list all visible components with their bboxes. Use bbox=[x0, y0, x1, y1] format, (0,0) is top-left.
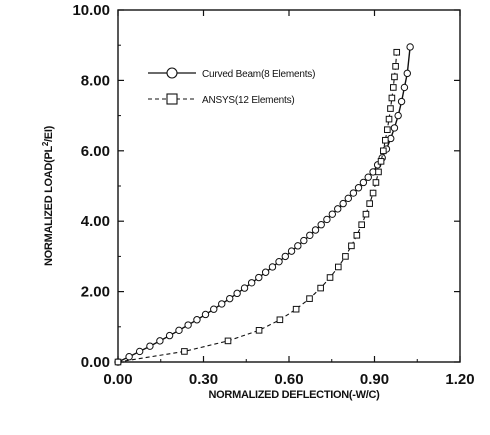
ansys-point bbox=[276, 316, 284, 324]
y-tick-label: 8.00 bbox=[81, 72, 110, 89]
curved-beam-point bbox=[403, 69, 411, 78]
y-axis-title-suffix: /EI) bbox=[43, 125, 55, 142]
curved-beam-point bbox=[354, 184, 363, 192]
curved-beam-point bbox=[156, 337, 164, 345]
curved-beam-point bbox=[281, 252, 289, 261]
ansys-point bbox=[353, 231, 361, 239]
legend-label: Curved Beam(8 Elements) bbox=[202, 69, 315, 80]
ansys-point bbox=[390, 84, 397, 91]
ansys-point bbox=[387, 105, 394, 112]
curved-beam-point bbox=[394, 111, 402, 120]
curved-beam-point bbox=[339, 199, 347, 208]
ansys-point bbox=[384, 126, 391, 133]
x-tick-label: 0.60 bbox=[274, 371, 303, 388]
ansys-point bbox=[372, 179, 380, 186]
series-1 bbox=[114, 48, 401, 366]
curved-beam-point bbox=[261, 268, 270, 276]
x-tick-label: 1.20 bbox=[445, 371, 474, 388]
y-axis-title-superscript: 2 bbox=[41, 141, 50, 146]
curved-beam-point bbox=[210, 305, 218, 313]
ansys-point bbox=[358, 221, 365, 229]
curved-beam-point bbox=[193, 316, 201, 324]
ansys-point bbox=[362, 210, 370, 218]
curved-beam-point bbox=[328, 210, 337, 218]
ansys-point bbox=[317, 284, 324, 292]
ansys-point bbox=[292, 305, 300, 313]
curved-beam-point bbox=[359, 178, 368, 187]
curved-beam-point bbox=[175, 326, 183, 335]
ansys-point bbox=[385, 115, 393, 123]
ansys-point bbox=[388, 94, 396, 102]
legend-marker-circle bbox=[166, 67, 178, 79]
ansys-point bbox=[181, 348, 188, 355]
ansys-point bbox=[377, 158, 385, 165]
legend-label: ANSYS(12 Elements) bbox=[202, 95, 295, 106]
ansys-point bbox=[335, 263, 342, 271]
x-tick-label: 0.00 bbox=[103, 371, 132, 388]
ansys-point bbox=[342, 253, 349, 260]
curved-beam-point bbox=[334, 205, 342, 213]
legend-item-1: ANSYS(12 Elements) bbox=[148, 93, 295, 106]
ansys-point bbox=[326, 274, 334, 281]
curved-beam-point bbox=[233, 289, 241, 298]
curved-beam-point bbox=[294, 242, 302, 250]
ansys-point bbox=[369, 189, 377, 197]
curved-beam-point bbox=[317, 221, 325, 229]
ansys-point bbox=[224, 337, 232, 345]
curved-beam-point bbox=[300, 236, 308, 245]
curved-beam-point bbox=[184, 321, 192, 329]
curved-beam-point bbox=[247, 279, 256, 287]
y-tick-label: 4.00 bbox=[81, 213, 110, 230]
legend: Curved Beam(8 Elements) ANSYS(12 Elements… bbox=[148, 67, 315, 106]
curved-beam-point bbox=[311, 226, 320, 234]
curved-beam-point bbox=[125, 353, 133, 361]
curved-beam-point bbox=[406, 43, 414, 51]
y-tick-label: 6.00 bbox=[81, 143, 110, 160]
x-tick-label: 0.30 bbox=[189, 371, 218, 388]
ansys-point bbox=[348, 242, 355, 250]
curved-beam-point bbox=[201, 310, 210, 319]
curved-beam-point bbox=[349, 189, 358, 197]
curved-beam-point bbox=[255, 273, 263, 282]
ansys-point bbox=[391, 73, 398, 81]
x-axis-title: NORMALIZED DEFLECTION(-W/C) bbox=[209, 389, 381, 401]
ansys-point bbox=[306, 295, 313, 302]
curved-beam-point bbox=[135, 347, 144, 356]
ansys-point bbox=[382, 136, 389, 144]
curved-beam-point bbox=[226, 294, 234, 303]
curved-beam-point bbox=[344, 194, 352, 203]
x-tick-label: 0.90 bbox=[360, 371, 389, 388]
ansys-point bbox=[375, 168, 382, 176]
curved-beam-point bbox=[364, 173, 372, 181]
curved-beam-point bbox=[397, 97, 406, 106]
curved-beam-point bbox=[268, 263, 277, 271]
curved-beam-point bbox=[400, 83, 409, 92]
curved-beam-point bbox=[146, 342, 154, 350]
ticks: 0.00 0.30 0.60 0.90 1.20 0.00 2.00 4.00 6.00 8.00… bbox=[72, 2, 474, 388]
series bbox=[114, 43, 414, 366]
curved-beam-point bbox=[287, 247, 296, 255]
curved-beam-point bbox=[390, 124, 399, 132]
ansys-point bbox=[366, 200, 373, 207]
curved-beam-point bbox=[275, 257, 283, 266]
y-tick-label: 0.00 bbox=[81, 354, 110, 371]
curved-beam-point bbox=[218, 300, 226, 308]
ansys-point bbox=[114, 358, 122, 366]
ansys-point bbox=[393, 48, 401, 56]
ansys-point bbox=[255, 327, 263, 334]
curved-beam-point bbox=[323, 215, 331, 224]
legend-item-0: Curved Beam(8 Elements) bbox=[148, 67, 315, 80]
curved-beam-point bbox=[306, 231, 314, 239]
y-tick-label: 10.00 bbox=[72, 2, 110, 19]
curved-beam-point bbox=[240, 284, 249, 292]
y-axis-title-prefix: NORMALIZED LOAD(PL bbox=[43, 146, 55, 266]
ansys-point bbox=[380, 147, 387, 155]
curved-beam-point bbox=[165, 331, 174, 340]
y-tick-label: 2.00 bbox=[81, 284, 110, 301]
legend-marker-square bbox=[166, 93, 178, 105]
y-axis-title: NORMALIZED LOAD(PL2/EI) bbox=[41, 125, 56, 266]
ansys-point bbox=[392, 63, 399, 70]
